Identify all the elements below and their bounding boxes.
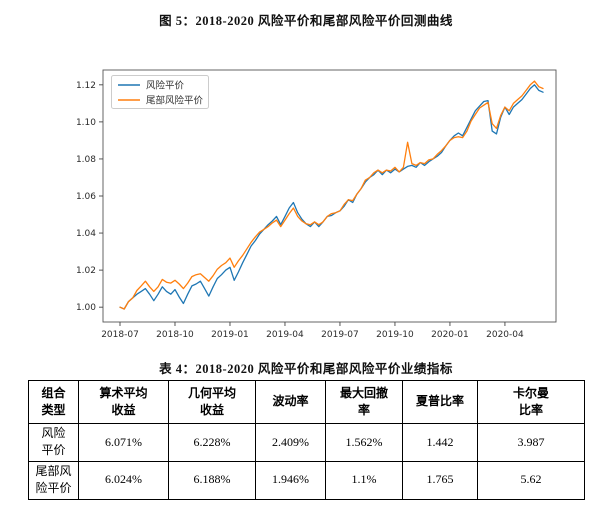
cell-max-drawdown: 1.562%: [325, 423, 403, 462]
column-header-arithmetic-mean-return: 算术平均 收益: [78, 380, 169, 424]
column-header-max-drawdown: 最大回撤 率: [325, 380, 403, 424]
y-tick-label: 1.04: [76, 229, 96, 239]
x-tick-label: 2019-01: [211, 330, 249, 340]
column-header-geometric-mean-return: 几何平均 收益: [168, 380, 256, 424]
cell-geometric-return: 6.228%: [168, 423, 256, 462]
x-tick-label: 2019-10: [376, 330, 414, 340]
x-tick-label: 2018-10: [156, 330, 194, 340]
cell-portfolio-name: 尾部风 险平价: [28, 460, 79, 500]
x-tick-label: 2019-07: [321, 330, 359, 340]
backtest-line-chart: 1.00 1.02 1.04 1.06 1.08 1.10 1.12 2018-07 2018-…: [76, 69, 557, 340]
cell-geometric-return: 6.188%: [168, 460, 256, 500]
cell-portfolio-name: 风险 平价: [28, 423, 79, 462]
table-header-row: 组合 类型 算术平均 收益 几何平均 收益 波动率 最大回撤 率 夏普比率 卡尔…: [28, 380, 585, 424]
y-tick-label: 1.06: [76, 192, 96, 202]
cell-max-drawdown: 1.1%: [325, 460, 403, 500]
legend-label: 风险平价: [146, 80, 185, 92]
x-tick-label: 2020-04: [486, 330, 524, 340]
cell-calmar: 3.987: [477, 423, 585, 462]
y-tick-label: 1.12: [76, 81, 96, 91]
x-tick-label: 2020-01: [431, 330, 469, 340]
table-row-tail-risk-parity: 尾部风 险平价 6.024% 6.188% 1.946% 1.1% 1.765 …: [28, 460, 585, 500]
y-tick-label: 1.10: [76, 118, 96, 128]
column-header-sharpe-ratio: 夏普比率: [402, 380, 478, 424]
cell-sharpe: 1.765: [402, 460, 478, 500]
cell-arithmetic-return: 6.071%: [78, 423, 169, 462]
x-tick-label: 2019-04: [266, 330, 304, 340]
column-header-portfolio-type: 组合 类型: [28, 380, 79, 424]
legend-label: 尾部风险平价: [146, 95, 204, 107]
cell-sharpe: 1.442: [402, 423, 478, 462]
y-tick-label: 1.08: [76, 155, 96, 165]
y-tick-label: 1.00: [76, 303, 96, 313]
cell-volatility: 2.409%: [255, 423, 326, 462]
x-tick-label: 2018-07: [101, 330, 139, 340]
cell-volatility: 1.946%: [255, 460, 326, 500]
table-row-risk-parity: 风险 平价 6.071% 6.228% 2.409% 1.562% 1.442 …: [28, 423, 585, 462]
cell-calmar: 5.62: [477, 460, 585, 500]
performance-table: 组合 类型 算术平均 收益 几何平均 收益 波动率 最大回撤 率 夏普比率 卡尔…: [28, 380, 585, 500]
series-line-tail-risk-parity: [119, 80, 544, 310]
cell-arithmetic-return: 6.024%: [78, 460, 169, 500]
figure-title: 图 5：2018-2020 风险平价和尾部风险平价回测曲线: [159, 14, 453, 28]
table-title: 表 4：2018-2020 风险平价和尾部风险平价业绩指标: [159, 362, 453, 376]
series-line-risk-parity: [119, 84, 544, 310]
column-header-volatility: 波动率: [255, 380, 326, 424]
y-tick-label: 1.02: [76, 266, 96, 276]
column-header-calmar-ratio: 卡尔曼 比率: [477, 380, 585, 424]
